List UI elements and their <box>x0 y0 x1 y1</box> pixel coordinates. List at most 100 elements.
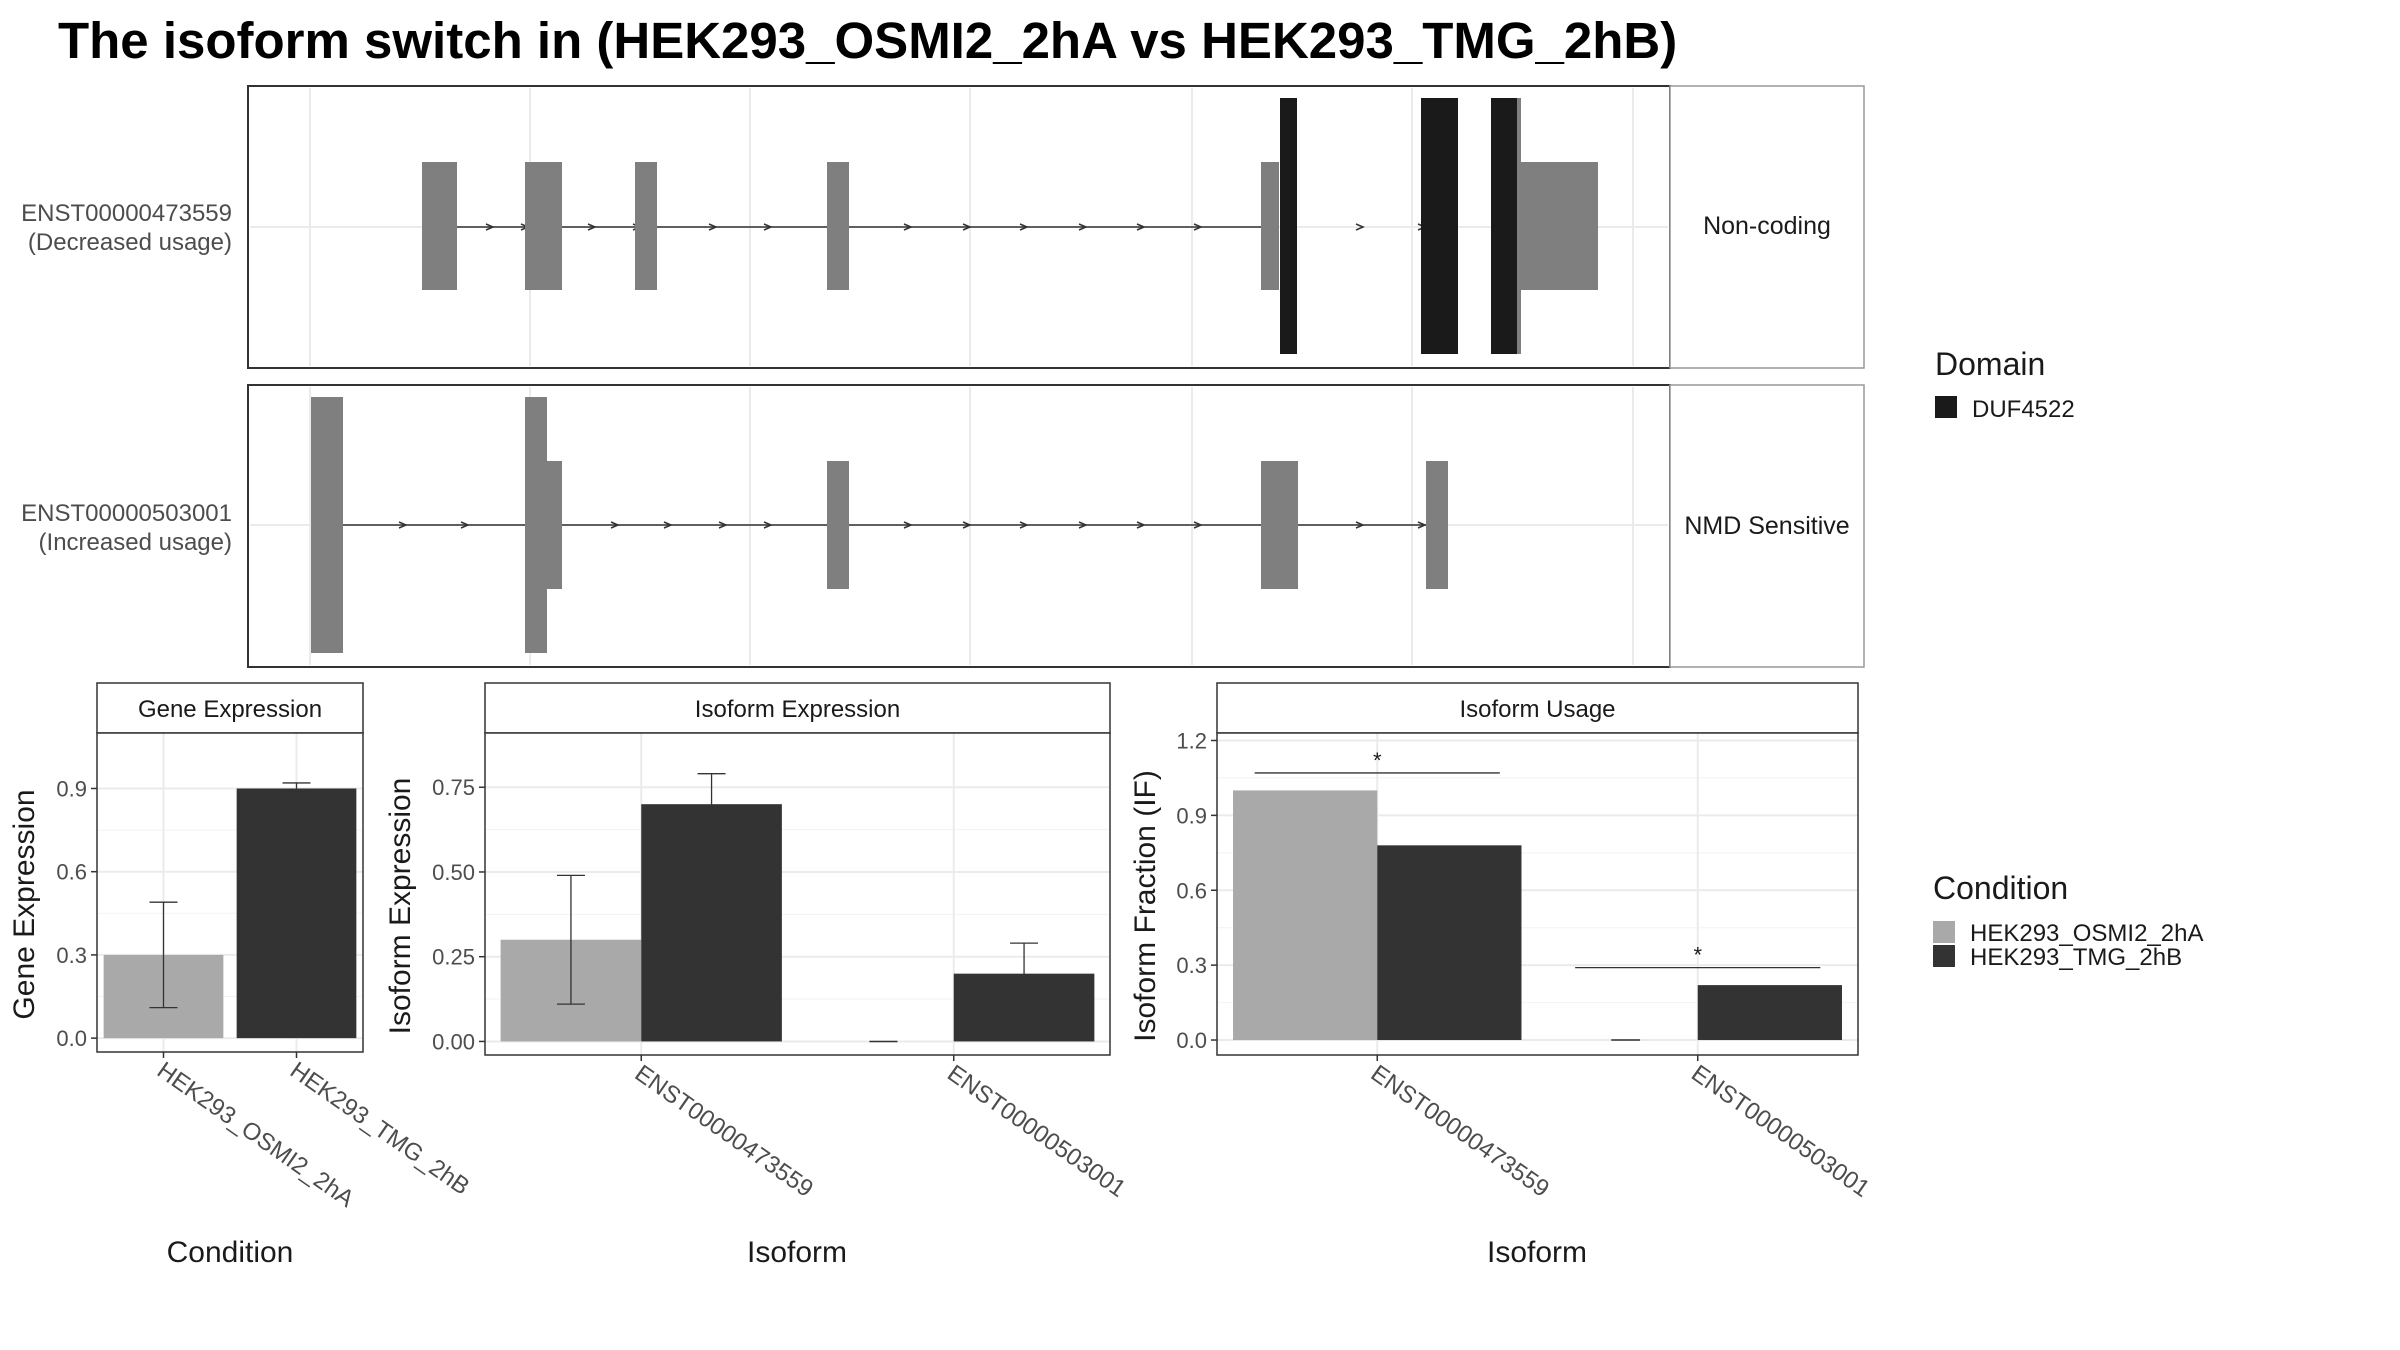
category-strip-1 <box>1669 85 1865 369</box>
intron-arrow <box>398 521 408 529</box>
significance-marker: * <box>1373 748 1382 773</box>
intron-arrow <box>1078 223 1088 231</box>
chart-panel-3: Isoform Usage 0.0 0.3 0.6 0.9 1.2 * * ENST000004… <box>1129 682 1875 1269</box>
intron-arrow <box>1193 223 1203 231</box>
y-tick-label: 0.3 <box>1176 953 1207 978</box>
exon <box>546 461 562 589</box>
bar <box>236 788 357 1039</box>
y-tick-label: 0.9 <box>1176 803 1207 828</box>
exon <box>525 162 562 290</box>
x-axis-title: Isoform <box>1487 1236 1587 1269</box>
intron-arrow <box>962 521 972 529</box>
y-tick-label: 0.0 <box>1176 1028 1207 1053</box>
isoform-1-usage: (Decreased usage) <box>28 229 232 256</box>
isoform-1-id: ENST00000473559 <box>21 200 232 227</box>
exon <box>1261 162 1279 290</box>
chart-title: Gene Expression <box>138 696 322 723</box>
bar <box>1377 845 1522 1041</box>
exon <box>1261 461 1298 589</box>
isoform-2-category: NMD Sensitive <box>1684 512 1849 540</box>
chart-title: Isoform Usage <box>1459 696 1615 723</box>
y-tick-label: 0.50 <box>432 860 475 885</box>
exon <box>1426 461 1448 589</box>
figure-title: The isoform switch in (HEK293_OSMI2_2hA … <box>58 12 1677 69</box>
domain-duf4522 <box>1280 98 1297 354</box>
condition-legend-swatch-a <box>1933 921 1955 943</box>
isoform-1-category: Non-coding <box>1703 212 1831 240</box>
intron-arrow <box>718 521 728 529</box>
plot-frame <box>484 732 1111 1056</box>
intron-arrow <box>1136 223 1146 231</box>
x-tick-label: ENST00000503001 <box>1686 1060 1874 1203</box>
isoform-2-usage: (Increased usage) <box>39 529 232 556</box>
y-tick-label: 0.6 <box>56 860 87 885</box>
transcript-structure-section: Non-coding NMD Sensitive ENST00000473559… <box>21 85 1865 668</box>
intron-arrow <box>1019 223 1029 231</box>
exon <box>1521 162 1598 290</box>
domain-legend-label: DUF4522 <box>1972 396 2075 423</box>
bar <box>1697 985 1842 1041</box>
intron-arrow <box>485 223 495 231</box>
intron-arrow <box>763 521 773 529</box>
exon <box>422 162 457 290</box>
transcript-models <box>311 98 1598 653</box>
exon <box>525 397 547 653</box>
x-tick-label: ENST00000503001 <box>942 1060 1130 1203</box>
condition-legend-label-b: HEK293_TMG_2hB <box>1970 944 2182 971</box>
y-tick-label: 0.9 <box>56 776 87 801</box>
intron-arrow <box>763 223 773 231</box>
y-axis-title: Gene Expression <box>8 789 41 1019</box>
intron-arrow <box>1078 521 1088 529</box>
expression-charts: Gene Expression0.00.30.60.9HEK293_OSMI2_… <box>8 682 1875 1269</box>
exon <box>311 397 343 653</box>
significance-marker: * <box>1693 943 1702 968</box>
intron-arrow <box>1193 521 1203 529</box>
y-tick-label: 1.2 <box>1176 728 1207 753</box>
y-tick-label: 0.3 <box>56 943 87 968</box>
chart-strip <box>484 682 1111 734</box>
intron-arrow <box>587 223 597 231</box>
x-tick-label: ENST00000473559 <box>1366 1060 1554 1203</box>
bar <box>641 804 782 1042</box>
exon <box>1517 98 1521 354</box>
intron-arrow <box>1417 521 1427 529</box>
chart-panel-2: Isoform Expression 0.00 0.25 0.50 0.75 ENST00… <box>384 682 1131 1269</box>
domain-legend-title: Domain <box>1935 346 2045 382</box>
plot-frame <box>96 732 364 1053</box>
condition-legend: Condition HEK293_OSMI2_2hA HEK293_TMG_2h… <box>1933 870 2203 971</box>
intron-arrow <box>903 223 913 231</box>
y-axis-title: Isoform Expression <box>384 778 417 1035</box>
x-tick-label: ENST00000473559 <box>630 1060 818 1203</box>
intron-arrow <box>1355 223 1365 231</box>
isoform-2-id: ENST00000503001 <box>21 500 232 527</box>
y-tick-label: 0.25 <box>432 945 475 970</box>
exon <box>827 162 849 290</box>
domain-duf4522 <box>1491 98 1517 354</box>
intron-arrow <box>1019 521 1029 529</box>
intron-arrow <box>1136 521 1146 529</box>
condition-legend-title: Condition <box>1933 870 2068 906</box>
domain-legend-swatch <box>1935 396 1957 418</box>
condition-legend-swatch-b <box>1933 945 1955 967</box>
x-axis-title: Isoform <box>747 1236 847 1269</box>
intron-arrow <box>962 223 972 231</box>
bar <box>1233 790 1378 1041</box>
chart-title: Isoform Expression <box>695 696 900 723</box>
y-axis-title: Isoform Fraction (IF) <box>1129 770 1162 1042</box>
intron-arrow <box>610 521 620 529</box>
domain-duf4522 <box>1421 98 1458 354</box>
intron-arrow <box>663 521 673 529</box>
x-axis-title: Condition <box>167 1236 294 1269</box>
intron-arrow <box>460 521 470 529</box>
y-tick-label: 0.6 <box>1176 878 1207 903</box>
domain-legend: Domain DUF4522 <box>1935 346 2075 423</box>
y-tick-label: 0.00 <box>432 1029 475 1054</box>
exon <box>827 461 849 589</box>
category-strip-2 <box>1669 384 1865 668</box>
condition-legend-label-a: HEK293_OSMI2_2hA <box>1970 920 2203 947</box>
y-tick-label: 0.0 <box>56 1026 87 1051</box>
y-tick-label: 0.75 <box>432 775 475 800</box>
plot-frame <box>1216 732 1859 1056</box>
intron-arrow <box>903 521 913 529</box>
